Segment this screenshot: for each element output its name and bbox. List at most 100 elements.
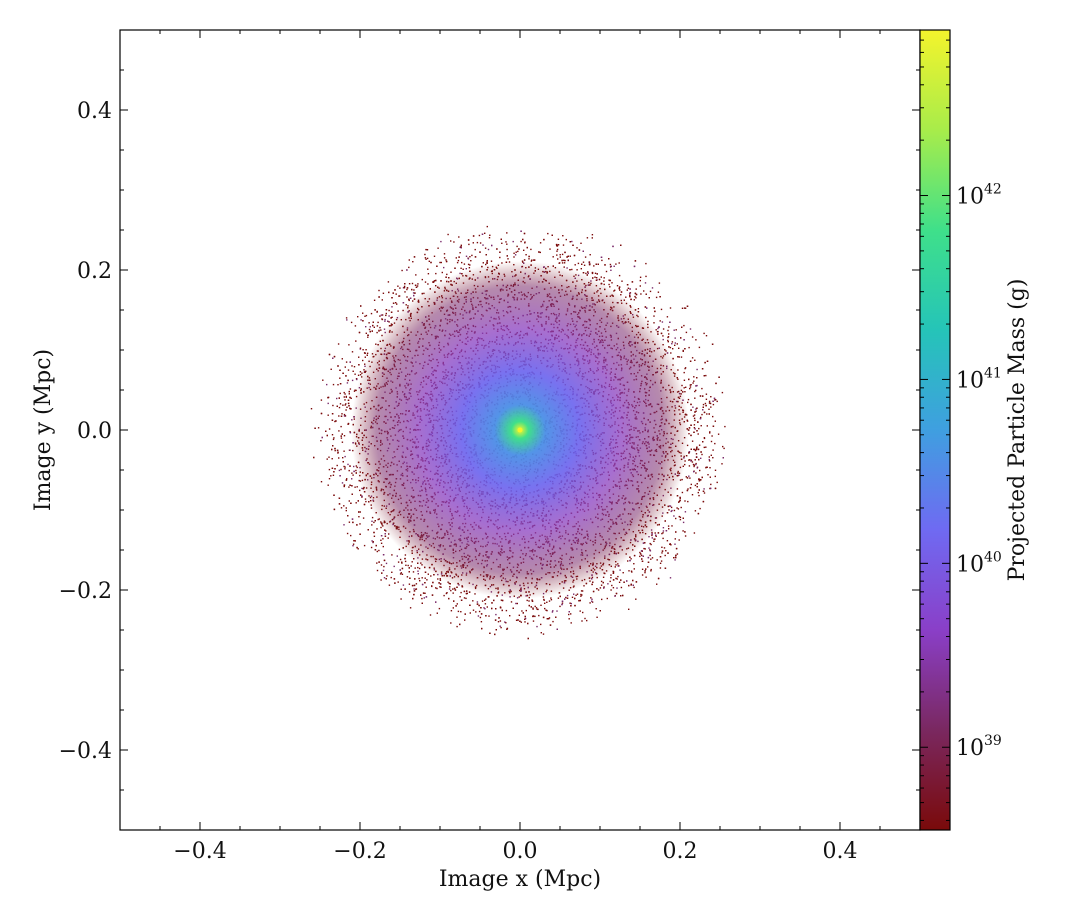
particle — [452, 588, 454, 590]
particle — [694, 448, 696, 451]
particle — [464, 619, 466, 621]
particle — [530, 248, 532, 251]
particle — [712, 403, 715, 406]
particle — [693, 427, 696, 429]
particle — [684, 535, 687, 537]
particle — [417, 570, 419, 572]
particle — [667, 339, 669, 342]
particle — [354, 325, 357, 327]
particle — [649, 550, 652, 552]
particle — [583, 264, 586, 266]
particle — [345, 507, 347, 509]
particle — [468, 267, 471, 269]
particle — [406, 296, 408, 298]
particle — [684, 511, 687, 513]
particle — [344, 455, 346, 458]
particle — [343, 505, 345, 507]
particle — [467, 258, 470, 260]
particle — [687, 398, 690, 401]
particle — [649, 549, 651, 551]
particle — [403, 285, 406, 288]
particle — [365, 349, 367, 351]
particle — [385, 562, 388, 565]
particle — [539, 251, 541, 254]
particle — [670, 544, 672, 546]
particle — [391, 316, 393, 318]
particle — [722, 445, 724, 448]
particle — [500, 599, 503, 601]
particle — [440, 261, 442, 264]
particle — [528, 258, 530, 260]
particle — [705, 467, 707, 469]
particle — [693, 417, 696, 419]
particle — [545, 609, 547, 611]
particle — [474, 248, 476, 251]
particle — [695, 339, 697, 341]
particle — [691, 494, 694, 496]
particle — [465, 268, 467, 270]
particle — [635, 297, 637, 299]
particle — [351, 472, 353, 474]
particle — [346, 319, 348, 321]
particle — [691, 336, 694, 338]
particle — [424, 592, 426, 594]
particle — [688, 346, 690, 349]
particle — [667, 336, 669, 339]
particle — [556, 254, 558, 256]
particle — [556, 610, 558, 612]
particle — [640, 554, 643, 557]
particle — [438, 607, 441, 610]
plot-area — [119, 29, 921, 831]
particle — [350, 321, 353, 324]
particle — [700, 425, 702, 427]
particle — [516, 245, 518, 248]
particle — [412, 261, 414, 263]
particle — [387, 281, 390, 283]
particle — [501, 242, 503, 244]
particle — [429, 614, 432, 616]
particle — [693, 465, 695, 468]
particle — [499, 256, 501, 259]
particle — [465, 255, 468, 257]
particle — [708, 458, 710, 461]
particle — [406, 288, 408, 291]
particle — [678, 347, 680, 349]
particle — [456, 616, 458, 618]
particle — [463, 597, 466, 599]
particle — [343, 524, 345, 526]
particle — [413, 588, 415, 590]
particle — [351, 478, 353, 480]
particle — [569, 255, 571, 257]
particle — [427, 283, 429, 285]
particle — [342, 457, 344, 459]
particle — [707, 474, 709, 476]
particle — [531, 599, 533, 601]
particle — [679, 518, 682, 521]
particle — [376, 528, 378, 530]
particle — [412, 571, 415, 573]
particle — [371, 516, 374, 519]
particle — [677, 508, 680, 510]
particle — [380, 526, 382, 529]
particle — [430, 575, 432, 577]
particle — [685, 331, 688, 334]
particle — [695, 463, 697, 466]
particle — [710, 440, 713, 443]
particle — [339, 377, 341, 379]
particle — [559, 256, 561, 258]
particle — [456, 625, 458, 628]
particle — [405, 304, 407, 306]
particle — [695, 472, 697, 474]
particle — [565, 596, 567, 599]
particle — [671, 343, 673, 345]
particle — [716, 400, 718, 403]
particle — [693, 471, 695, 473]
particle — [363, 544, 366, 547]
particle — [673, 515, 675, 517]
particle — [600, 584, 603, 586]
particle — [425, 248, 427, 251]
particle — [694, 510, 697, 512]
particle — [327, 414, 329, 416]
particle — [328, 468, 331, 471]
particle — [457, 259, 460, 262]
